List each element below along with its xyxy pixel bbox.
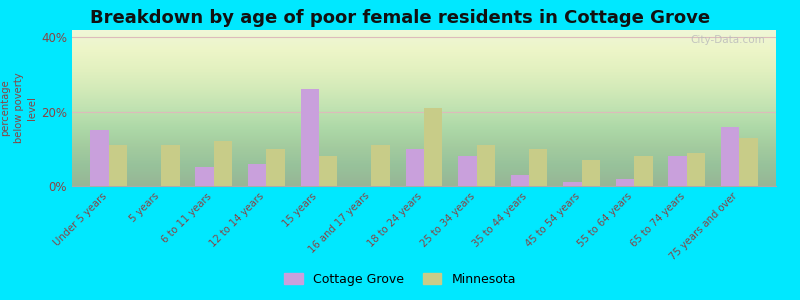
Text: City-Data.com: City-Data.com: [690, 35, 766, 45]
Legend: Cottage Grove, Minnesota: Cottage Grove, Minnesota: [279, 268, 521, 291]
Bar: [90, 130, 109, 186]
Bar: [582, 160, 600, 186]
Bar: [248, 164, 266, 186]
Bar: [162, 145, 180, 186]
Bar: [424, 108, 442, 186]
Bar: [266, 149, 285, 186]
Bar: [406, 149, 424, 186]
Bar: [109, 145, 127, 186]
Bar: [510, 175, 529, 186]
Bar: [668, 156, 686, 186]
Bar: [371, 145, 390, 186]
Bar: [214, 141, 232, 186]
Bar: [319, 156, 338, 186]
Y-axis label: percentage
below poverty
level: percentage below poverty level: [1, 73, 37, 143]
Bar: [301, 89, 319, 186]
Bar: [634, 156, 653, 186]
Bar: [739, 138, 758, 186]
Bar: [195, 167, 214, 186]
Bar: [686, 153, 705, 186]
Bar: [563, 182, 582, 186]
Text: Breakdown by age of poor female residents in Cottage Grove: Breakdown by age of poor female resident…: [90, 9, 710, 27]
Bar: [529, 149, 547, 186]
Bar: [616, 178, 634, 186]
Bar: [477, 145, 495, 186]
Bar: [721, 127, 739, 186]
Bar: [458, 156, 477, 186]
